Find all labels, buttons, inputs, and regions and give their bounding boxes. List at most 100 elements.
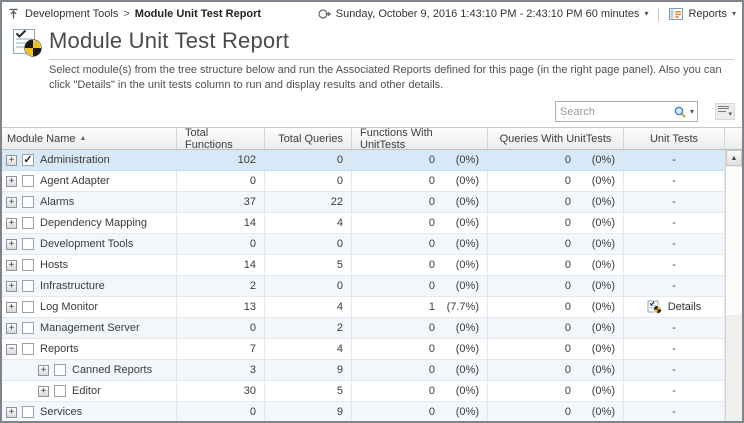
functions-with-unittests-cell-percent: (0%) [455,154,479,166]
time-range-caret-icon[interactable]: ▾ [644,9,649,18]
unit-tests-cell: - [624,339,725,359]
column-header-total-queries[interactable]: Total Queries [265,128,352,149]
vertical-scrollbar[interactable]: ▲ [725,150,742,421]
module-checkbox[interactable] [22,301,34,313]
table-row-hosts[interactable]: + Hosts 14 5 0 (0%) 0 (0%) - [2,255,725,276]
module-name-cell: + ✓ Administration [2,150,177,170]
grid-menu-icon[interactable]: ▾ [715,103,735,120]
expand-icon[interactable]: + [6,196,17,208]
reports-menu[interactable]: Reports [688,8,727,20]
expand-icon[interactable]: + [6,175,17,187]
column-header-functions-with-unittests[interactable]: Functions With UnitTests [352,127,488,151]
table-row-reports[interactable]: − Reports 7 4 0 (0%) 0 (0%) - [2,339,725,360]
queries-with-unittests-cell-percent: (0%) [591,238,615,250]
module-name-label: Editor [72,385,101,397]
module-checkbox[interactable] [22,238,34,250]
table-row-alarms[interactable]: + Alarms 37 22 0 (0%) 0 (0%) - [2,192,725,213]
module-checkbox[interactable] [54,364,66,376]
module-checkbox[interactable] [22,196,34,208]
expand-icon[interactable]: + [38,385,49,397]
module-checkbox[interactable] [22,280,34,292]
functions-with-unittests-cell-count: 0 [428,259,435,271]
functions-with-unittests-cell-percent: (7.7%) [446,301,479,313]
title-divider [49,59,734,60]
column-header-queries-with-unittests[interactable]: Queries With UnitTests [488,128,624,149]
table-row-dependency-mapping[interactable]: + Dependency Mapping 14 4 0 (0%) 0 (0%) - [2,213,725,234]
expand-icon[interactable]: + [6,280,17,292]
table-row-development-tools[interactable]: + Development Tools 0 0 0 (0%) 0 (0%) - [2,234,725,255]
total-functions-cell: 0 [177,171,265,191]
total-queries-cell: 5 [265,381,352,401]
module-grid: Module Name ▲ Total Functions Total Queries… [2,127,742,421]
sort-asc-icon: ▲ [79,135,87,142]
unit-tests-cell: - [624,213,725,233]
level-up-icon[interactable] [8,8,20,20]
module-checkbox[interactable] [22,343,34,355]
unit-tests-value: - [672,259,676,271]
expand-icon[interactable]: + [38,364,49,376]
module-name-cell: + Log Monitor [2,297,177,317]
breadcrumb-separator: > [123,8,130,20]
expand-icon[interactable]: + [6,301,17,313]
queries-with-unittests-cell: 0 (0%) [488,297,624,317]
expand-icon[interactable]: + [6,322,17,334]
time-range-label[interactable]: Sunday, October 9, 2016 1:43:10 PM - 2:4… [335,8,640,20]
expand-icon[interactable]: + [6,154,17,166]
module-checkbox[interactable] [22,406,34,418]
functions-with-unittests-cell-count: 0 [428,196,435,208]
expand-icon[interactable]: + [6,259,17,271]
table-row-administration[interactable]: + ✓ Administration 102 0 0 (0%) 0 (0%) - [2,150,725,171]
expand-icon[interactable]: + [6,406,17,418]
search-input[interactable] [556,105,673,118]
total-functions-cell: 14 [177,255,265,275]
module-checkbox[interactable] [22,322,34,334]
queries-with-unittests-cell-count: 0 [564,259,571,271]
expand-icon[interactable]: + [6,217,17,229]
queries-with-unittests-cell-count: 0 [564,280,571,292]
column-header-total-functions[interactable]: Total Functions [177,127,265,151]
table-row-infrastructure[interactable]: + Infrastructure 2 0 0 (0%) 0 (0%) - [2,276,725,297]
queries-with-unittests-cell: 0 (0%) [488,192,624,212]
module-checkbox[interactable]: ✓ [22,154,34,166]
module-checkbox[interactable] [22,217,34,229]
unit-tests-cell: - [624,318,725,338]
scrollbar-up-icon[interactable]: ▲ [726,150,742,166]
total-functions-cell: 13 [177,297,265,317]
column-header-module-name[interactable]: Module Name ▲ [2,128,177,149]
table-row-editor[interactable]: + Editor 30 5 0 (0%) 0 (0%) - [2,381,725,402]
unit-tests-value: - [672,217,676,229]
functions-with-unittests-cell-percent: (0%) [455,196,479,208]
functions-with-unittests-cell: 0 (0%) [352,234,488,254]
expand-icon[interactable]: + [6,238,17,250]
topbar-right: Sunday, October 9, 2016 1:43:10 PM - 2:4… [318,7,736,21]
search-icon[interactable] [673,105,687,119]
details-link[interactable]: Details [647,300,701,314]
queries-with-unittests-cell-count: 0 [564,175,571,187]
module-name-cell: − Reports [2,339,177,359]
queries-with-unittests-cell: 0 (0%) [488,318,624,338]
total-queries-cell: 0 [265,171,352,191]
unit-tests-value: - [672,175,676,187]
table-row-canned-reports[interactable]: + Canned Reports 3 9 0 (0%) 0 (0%) - [2,360,725,381]
table-row-agent-adapter[interactable]: + Agent Adapter 0 0 0 (0%) 0 (0%) - [2,171,725,192]
functions-with-unittests-cell-percent: (0%) [455,217,479,229]
table-row-log-monitor[interactable]: + Log Monitor 13 4 1 (7.7%) 0 (0%) Details [2,297,725,318]
module-name-label: Log Monitor [40,301,99,313]
functions-with-unittests-cell-count: 0 [428,385,435,397]
search-options-caret-icon[interactable]: ▾ [689,106,694,116]
module-checkbox[interactable] [22,175,34,187]
column-header-unit-tests[interactable]: Unit Tests [624,128,725,149]
module-checkbox[interactable] [22,259,34,271]
table-row-services[interactable]: + Services 0 9 0 (0%) 0 (0%) - [2,402,725,421]
grid-menu-caret-icon: ▾ [728,110,732,118]
collapse-icon[interactable]: − [6,343,17,355]
table-row-management-server[interactable]: + Management Server 0 2 0 (0%) 0 (0%) - [2,318,725,339]
functions-with-unittests-cell: 0 (0%) [352,276,488,296]
breadcrumb-parent-link[interactable]: Development Tools [25,8,119,20]
queries-with-unittests-cell-percent: (0%) [591,175,615,187]
scrollbar-thumb[interactable] [726,167,742,315]
unit-tests-cell: - [624,192,725,212]
total-queries-cell: 9 [265,360,352,380]
module-checkbox[interactable] [54,385,66,397]
reports-caret-icon[interactable]: ▾ [731,9,736,18]
